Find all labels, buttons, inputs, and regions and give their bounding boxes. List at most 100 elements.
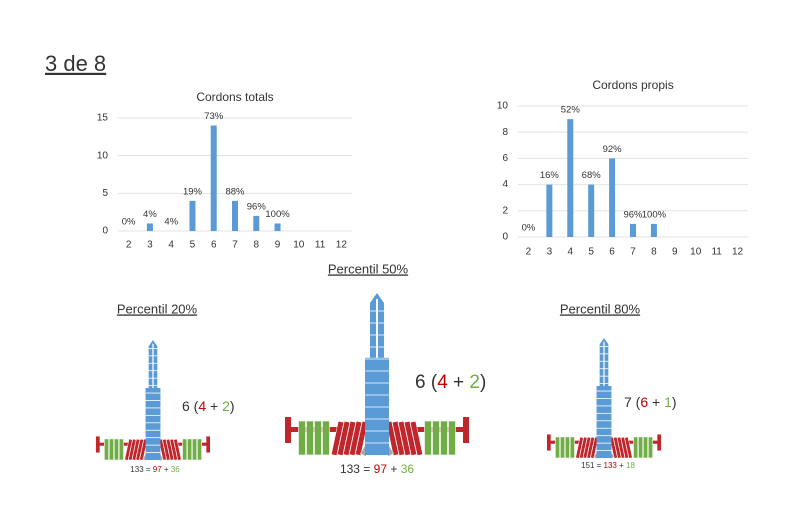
x-tick-label: 3 [147,240,153,251]
formula-part: 1 [664,394,672,410]
tower-illustration [546,338,662,460]
green-block [192,438,198,461]
x-tick-label: 11 [711,247,722,258]
bar-label: 88% [225,186,245,197]
bar-label: 0% [122,217,136,228]
formula-part: 7 ( [624,394,641,410]
green-block [440,420,448,456]
green-block [104,438,109,461]
bar-label: 4% [164,217,178,228]
equation-part: 133 = [130,465,152,474]
bar-label: 92% [603,144,623,155]
equation-part: 36 [171,465,180,474]
x-tick-label: 5 [190,240,196,251]
end-cap [463,417,469,443]
formula-part: 6 ( [415,372,438,393]
green-block [306,420,314,456]
bar [189,200,196,231]
bar-label: 19% [183,186,203,197]
trunk [145,388,161,460]
equation-part: 18 [626,461,635,470]
green-block [448,420,456,456]
formula-part: 4 [437,372,448,393]
bar-label: 73% [204,111,224,122]
x-tick-label: 4 [168,240,174,251]
equation-part: 36 [401,462,415,476]
y-tick-label: 2 [502,205,508,216]
green-block [564,436,570,459]
equation-part: 151 = [581,461,603,470]
green-block [118,438,124,461]
bar-label: 100% [265,209,290,220]
green-block [322,420,330,456]
x-tick-label: 6 [609,247,615,258]
red-block [397,420,411,456]
bar [232,200,238,231]
bar [609,158,616,237]
bar-label: 16% [540,170,560,181]
end-cap [546,434,551,451]
green-block [113,438,119,461]
bar [567,119,574,237]
trunk [365,357,389,455]
x-tick-label: 12 [732,247,744,258]
formula-part: 2 [222,398,230,414]
chart-title: Cordons totals [196,90,273,104]
equation-part: 133 [604,461,618,470]
end-cap [657,434,662,451]
y-tick-label: 6 [502,153,508,164]
bar [546,184,553,237]
red-block [331,420,345,456]
red-block [403,420,417,456]
slide-title: 3 de 8 [45,51,106,76]
x-tick-label: 8 [253,240,259,251]
formula-part: 2 [469,372,480,393]
x-tick-label: 2 [126,240,132,251]
equation-part: + [387,462,401,476]
y-tick-label: 0 [102,226,108,237]
bar [650,223,657,237]
formula: 6 (4 + 2) [182,398,235,414]
equation: 151 = 133 + 18 [581,461,635,470]
formula-part: 6 ( [182,398,199,414]
x-tick-label: 7 [630,247,636,258]
formula: 6 (4 + 2) [415,372,486,393]
y-tick-label: 0 [502,232,508,243]
x-tick-label: 10 [293,240,305,251]
x-tick-label: 12 [336,240,348,251]
y-tick-label: 15 [97,113,109,124]
x-tick-label: 2 [526,247,532,258]
green-block [633,436,639,459]
formula-part: 6 [640,394,648,410]
trunk [596,386,612,458]
x-tick-label: 6 [211,240,217,251]
red-block [349,420,363,456]
equation-part: 97 [153,465,162,474]
bar-label: 4% [143,209,157,220]
x-tick-label: 11 [315,240,326,251]
x-tick-label: 10 [690,247,702,258]
x-tick-label: 8 [651,247,657,258]
formula-part: + [206,398,222,414]
y-tick-label: 4 [502,179,508,190]
percentile-label: Percentil 20% [117,301,198,316]
bar-label: 0% [522,223,536,234]
equation: 133 = 97 + 36 [340,462,414,476]
bar [210,125,217,231]
percentile-label: Percentil 50% [328,261,409,276]
green-block [187,438,193,461]
bar-label: 52% [561,105,581,116]
end-cap [206,436,211,453]
bar [274,223,281,231]
y-tick-label: 5 [102,188,108,199]
bar [588,184,595,237]
equation-part: 97 [374,462,388,476]
x-tick-label: 9 [275,240,281,251]
green-block [638,436,644,459]
formula-part: + [448,372,470,393]
green-block [432,420,440,456]
green-block [314,420,322,456]
green-block [648,436,653,459]
chart-title: Cordons propis [592,78,673,92]
green-block [569,436,575,459]
